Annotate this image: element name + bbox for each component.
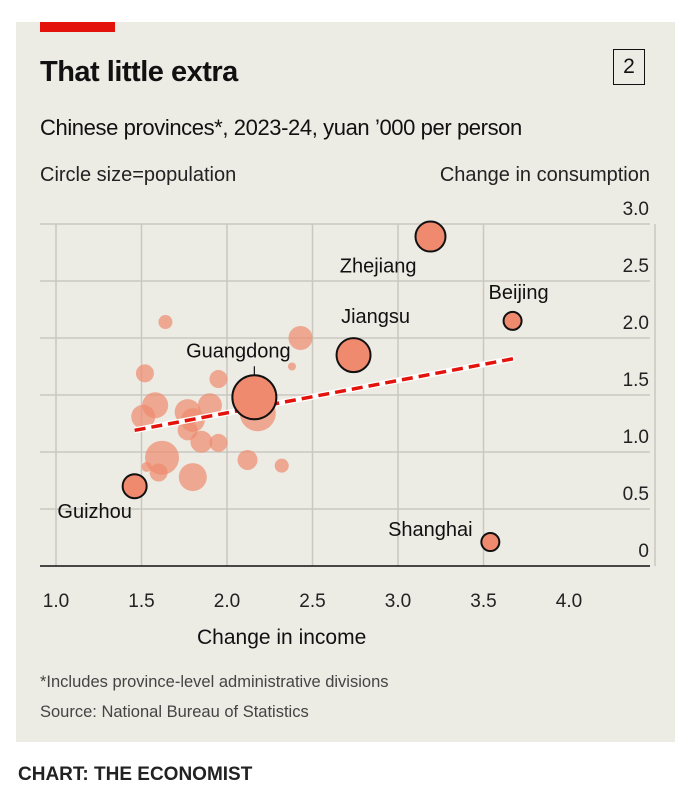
x-tick-label: 1.5 [128, 591, 154, 612]
chart-card: That little extra 2 Chinese provinces*, … [16, 22, 675, 742]
y-tick-label: 0 [638, 541, 649, 562]
source: Source: National Bureau of Statistics [40, 703, 309, 721]
data-point [197, 393, 222, 418]
data-point [135, 364, 154, 383]
point-label-guizhou: Guizhou [57, 501, 132, 523]
x-axis-title: Change in income [197, 626, 367, 649]
point-label-shanghai: Shanghai [388, 519, 473, 541]
data-point [178, 463, 207, 492]
data-point [141, 461, 152, 472]
x-tick-label: 3.5 [470, 591, 496, 612]
accent-bar [40, 22, 115, 32]
data-point [149, 463, 168, 482]
data-point [237, 449, 258, 470]
y-tick-label: 2.0 [623, 313, 649, 334]
scatter-plot: 1.0 1.5 2.0 2.5 3.0 3.5 4.0 0 0.5 1.0 1.5 2.0 2.5 3.0… [40, 199, 656, 612]
x-tick-label: 4.0 [556, 591, 582, 612]
y-tick-label: 0.5 [623, 484, 649, 505]
y-tick-label: 1.0 [623, 427, 649, 448]
y-tick-label: 1.5 [623, 370, 649, 391]
x-tick-label: 2.5 [299, 591, 325, 612]
chart-title: That little extra [40, 56, 238, 88]
size-note: Circle size=population [40, 164, 237, 186]
point-label-zhejiang: Zhejiang [340, 256, 417, 278]
labelled-point-guangdong [231, 374, 278, 421]
chart-number: 2 [613, 49, 645, 85]
data-point [288, 326, 313, 350]
trendline [134, 356, 515, 433]
data-point [209, 370, 228, 389]
data-point [209, 433, 228, 452]
point-label-beijing: Beijing [489, 282, 549, 304]
labelled-point-zhejiang [414, 220, 447, 253]
labelled-point-jiangsu [335, 337, 372, 374]
data-point [158, 315, 173, 330]
data-point [190, 430, 213, 453]
y-tick-label: 3.0 [623, 199, 649, 220]
labelled-point-guizhou [121, 473, 148, 500]
footnote: *Includes province-level administrative … [40, 673, 389, 691]
credit: CHART: THE ECONOMIST [18, 764, 253, 785]
y-tick-label: 2.5 [623, 256, 649, 277]
x-tick-label: 1.0 [43, 591, 69, 612]
point-label-jiangsu: Jiangsu [341, 306, 410, 328]
point-label-guangdong: Guangdong [186, 340, 291, 362]
x-tick-label: 2.0 [214, 591, 240, 612]
x-tick-label: 3.0 [385, 591, 411, 612]
y-axis-title: Change in consumption [439, 164, 650, 186]
data-point [287, 362, 296, 371]
data-point [131, 404, 156, 429]
labelled-point-shanghai [480, 532, 501, 553]
labelled-point-beijing [502, 310, 523, 331]
chart-subtitle: Chinese provinces*, 2023-24, yuan ’000 p… [40, 115, 522, 140]
data-point [274, 458, 289, 473]
